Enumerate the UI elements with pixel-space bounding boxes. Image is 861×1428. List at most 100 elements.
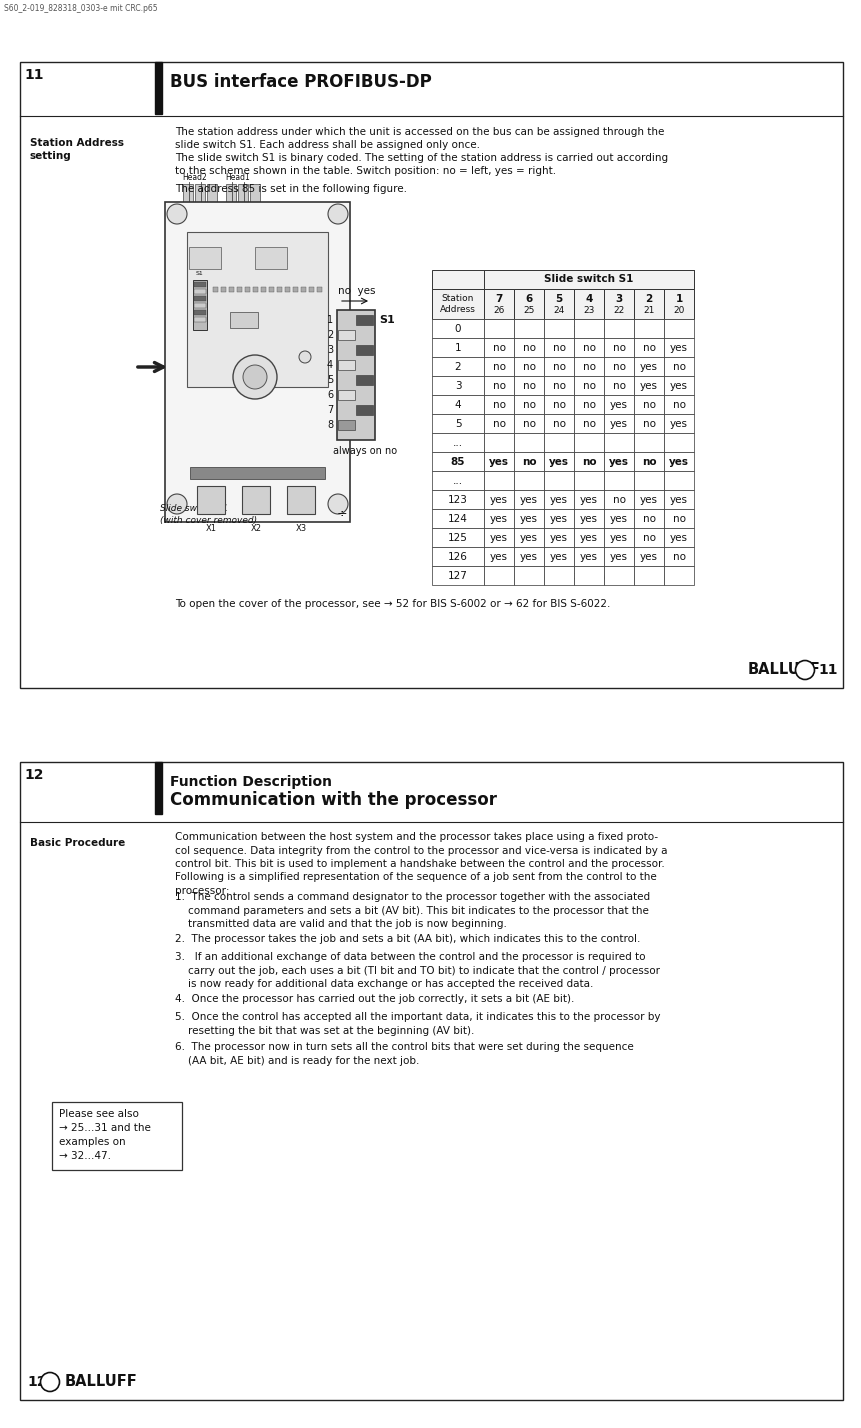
Text: yes: yes (490, 496, 508, 506)
Text: Communication with the processor: Communication with the processor (170, 791, 497, 810)
Text: BUS interface PROFIBUS-DP: BUS interface PROFIBUS-DP (170, 73, 431, 91)
Text: 2: 2 (646, 294, 653, 304)
Bar (574, 396, 604, 414)
Text: no: no (672, 514, 685, 524)
Bar (604, 453, 634, 471)
Bar (189, 247, 221, 268)
Bar (301, 287, 306, 291)
Bar (432, 377, 484, 396)
Text: 12: 12 (24, 768, 44, 783)
Text: yes: yes (490, 533, 508, 543)
Text: E: E (802, 665, 808, 675)
Text: no: no (492, 418, 505, 428)
Text: no: no (582, 457, 597, 467)
Text: 4: 4 (585, 294, 592, 304)
Text: → 25...31 and the: → 25...31 and the (59, 1122, 151, 1132)
Text: yes: yes (670, 343, 688, 353)
Text: no: no (583, 400, 596, 410)
Bar (338, 330, 355, 340)
Bar (194, 317, 206, 321)
Bar (293, 287, 298, 291)
Bar (514, 338, 544, 357)
Bar (432, 414, 484, 434)
Bar (664, 453, 694, 471)
Text: yes: yes (609, 457, 629, 467)
Bar (604, 490, 634, 510)
Text: → 32...47.: → 32...47. (59, 1151, 111, 1161)
Bar (544, 567, 574, 585)
Circle shape (167, 204, 187, 224)
Circle shape (796, 661, 815, 680)
Bar (634, 396, 664, 414)
Bar (514, 567, 544, 585)
Bar (574, 490, 604, 510)
Bar (544, 453, 574, 471)
Bar (604, 510, 634, 528)
Text: no: no (523, 343, 536, 353)
Bar (432, 270, 694, 288)
Bar (238, 184, 248, 201)
Bar (194, 303, 206, 308)
Text: Slide switch S1: Slide switch S1 (160, 504, 228, 513)
Bar (484, 528, 514, 547)
Bar (356, 406, 373, 416)
Bar (338, 420, 355, 430)
Text: 5.  Once the control has accepted all the important data, it indicates this to t: 5. Once the control has accepted all the… (175, 1012, 660, 1035)
Text: Communication between the host system and the processor takes place using a fixe: Communication between the host system an… (175, 833, 667, 870)
Text: 4: 4 (455, 400, 461, 410)
Text: E: E (46, 1377, 53, 1387)
Bar (155, 763, 162, 814)
Text: 2: 2 (327, 330, 333, 340)
Bar (664, 490, 694, 510)
Text: no: no (553, 400, 566, 410)
Bar (213, 287, 218, 291)
Bar (664, 528, 694, 547)
Text: 6: 6 (327, 390, 333, 400)
Text: X1: X1 (206, 524, 216, 533)
Text: Head1: Head1 (226, 173, 251, 181)
Bar (634, 434, 664, 453)
Text: yes: yes (490, 551, 508, 561)
Text: Function Description: Function Description (170, 775, 332, 790)
Text: no: no (642, 343, 655, 353)
Text: no: no (553, 343, 566, 353)
Bar (544, 471, 574, 490)
Bar (155, 61, 162, 114)
Bar (574, 453, 604, 471)
Bar (432, 547, 484, 567)
Bar (194, 288, 206, 294)
Bar (197, 486, 225, 514)
Text: no: no (672, 551, 685, 561)
Text: no: no (672, 400, 685, 410)
Text: ...: ... (453, 476, 463, 486)
Bar (634, 453, 664, 471)
Text: Slide switch S1: Slide switch S1 (544, 274, 634, 284)
Bar (634, 510, 664, 528)
Bar (195, 184, 205, 201)
Bar (664, 377, 694, 396)
Bar (514, 357, 544, 377)
Bar (245, 287, 250, 291)
Text: no: no (523, 381, 536, 391)
Text: 126: 126 (448, 551, 468, 561)
Bar (634, 357, 664, 377)
Bar (574, 547, 604, 567)
Text: The station address under which the unit is accessed on the bus can be assigned : The station address under which the unit… (175, 127, 665, 150)
Bar (574, 377, 604, 396)
Text: 23: 23 (583, 307, 595, 316)
Bar (574, 528, 604, 547)
Bar (604, 471, 634, 490)
Bar (604, 396, 634, 414)
Bar (484, 434, 514, 453)
Text: not allowed: not allowed (559, 324, 619, 334)
Bar (255, 247, 287, 268)
Text: 1: 1 (675, 294, 683, 304)
Text: Head2: Head2 (183, 173, 208, 181)
Text: 5: 5 (455, 418, 461, 428)
Bar (634, 320, 664, 338)
Text: 12: 12 (27, 1375, 46, 1389)
Bar (634, 288, 664, 320)
Bar (574, 471, 604, 490)
Bar (514, 414, 544, 434)
Bar (484, 396, 514, 414)
